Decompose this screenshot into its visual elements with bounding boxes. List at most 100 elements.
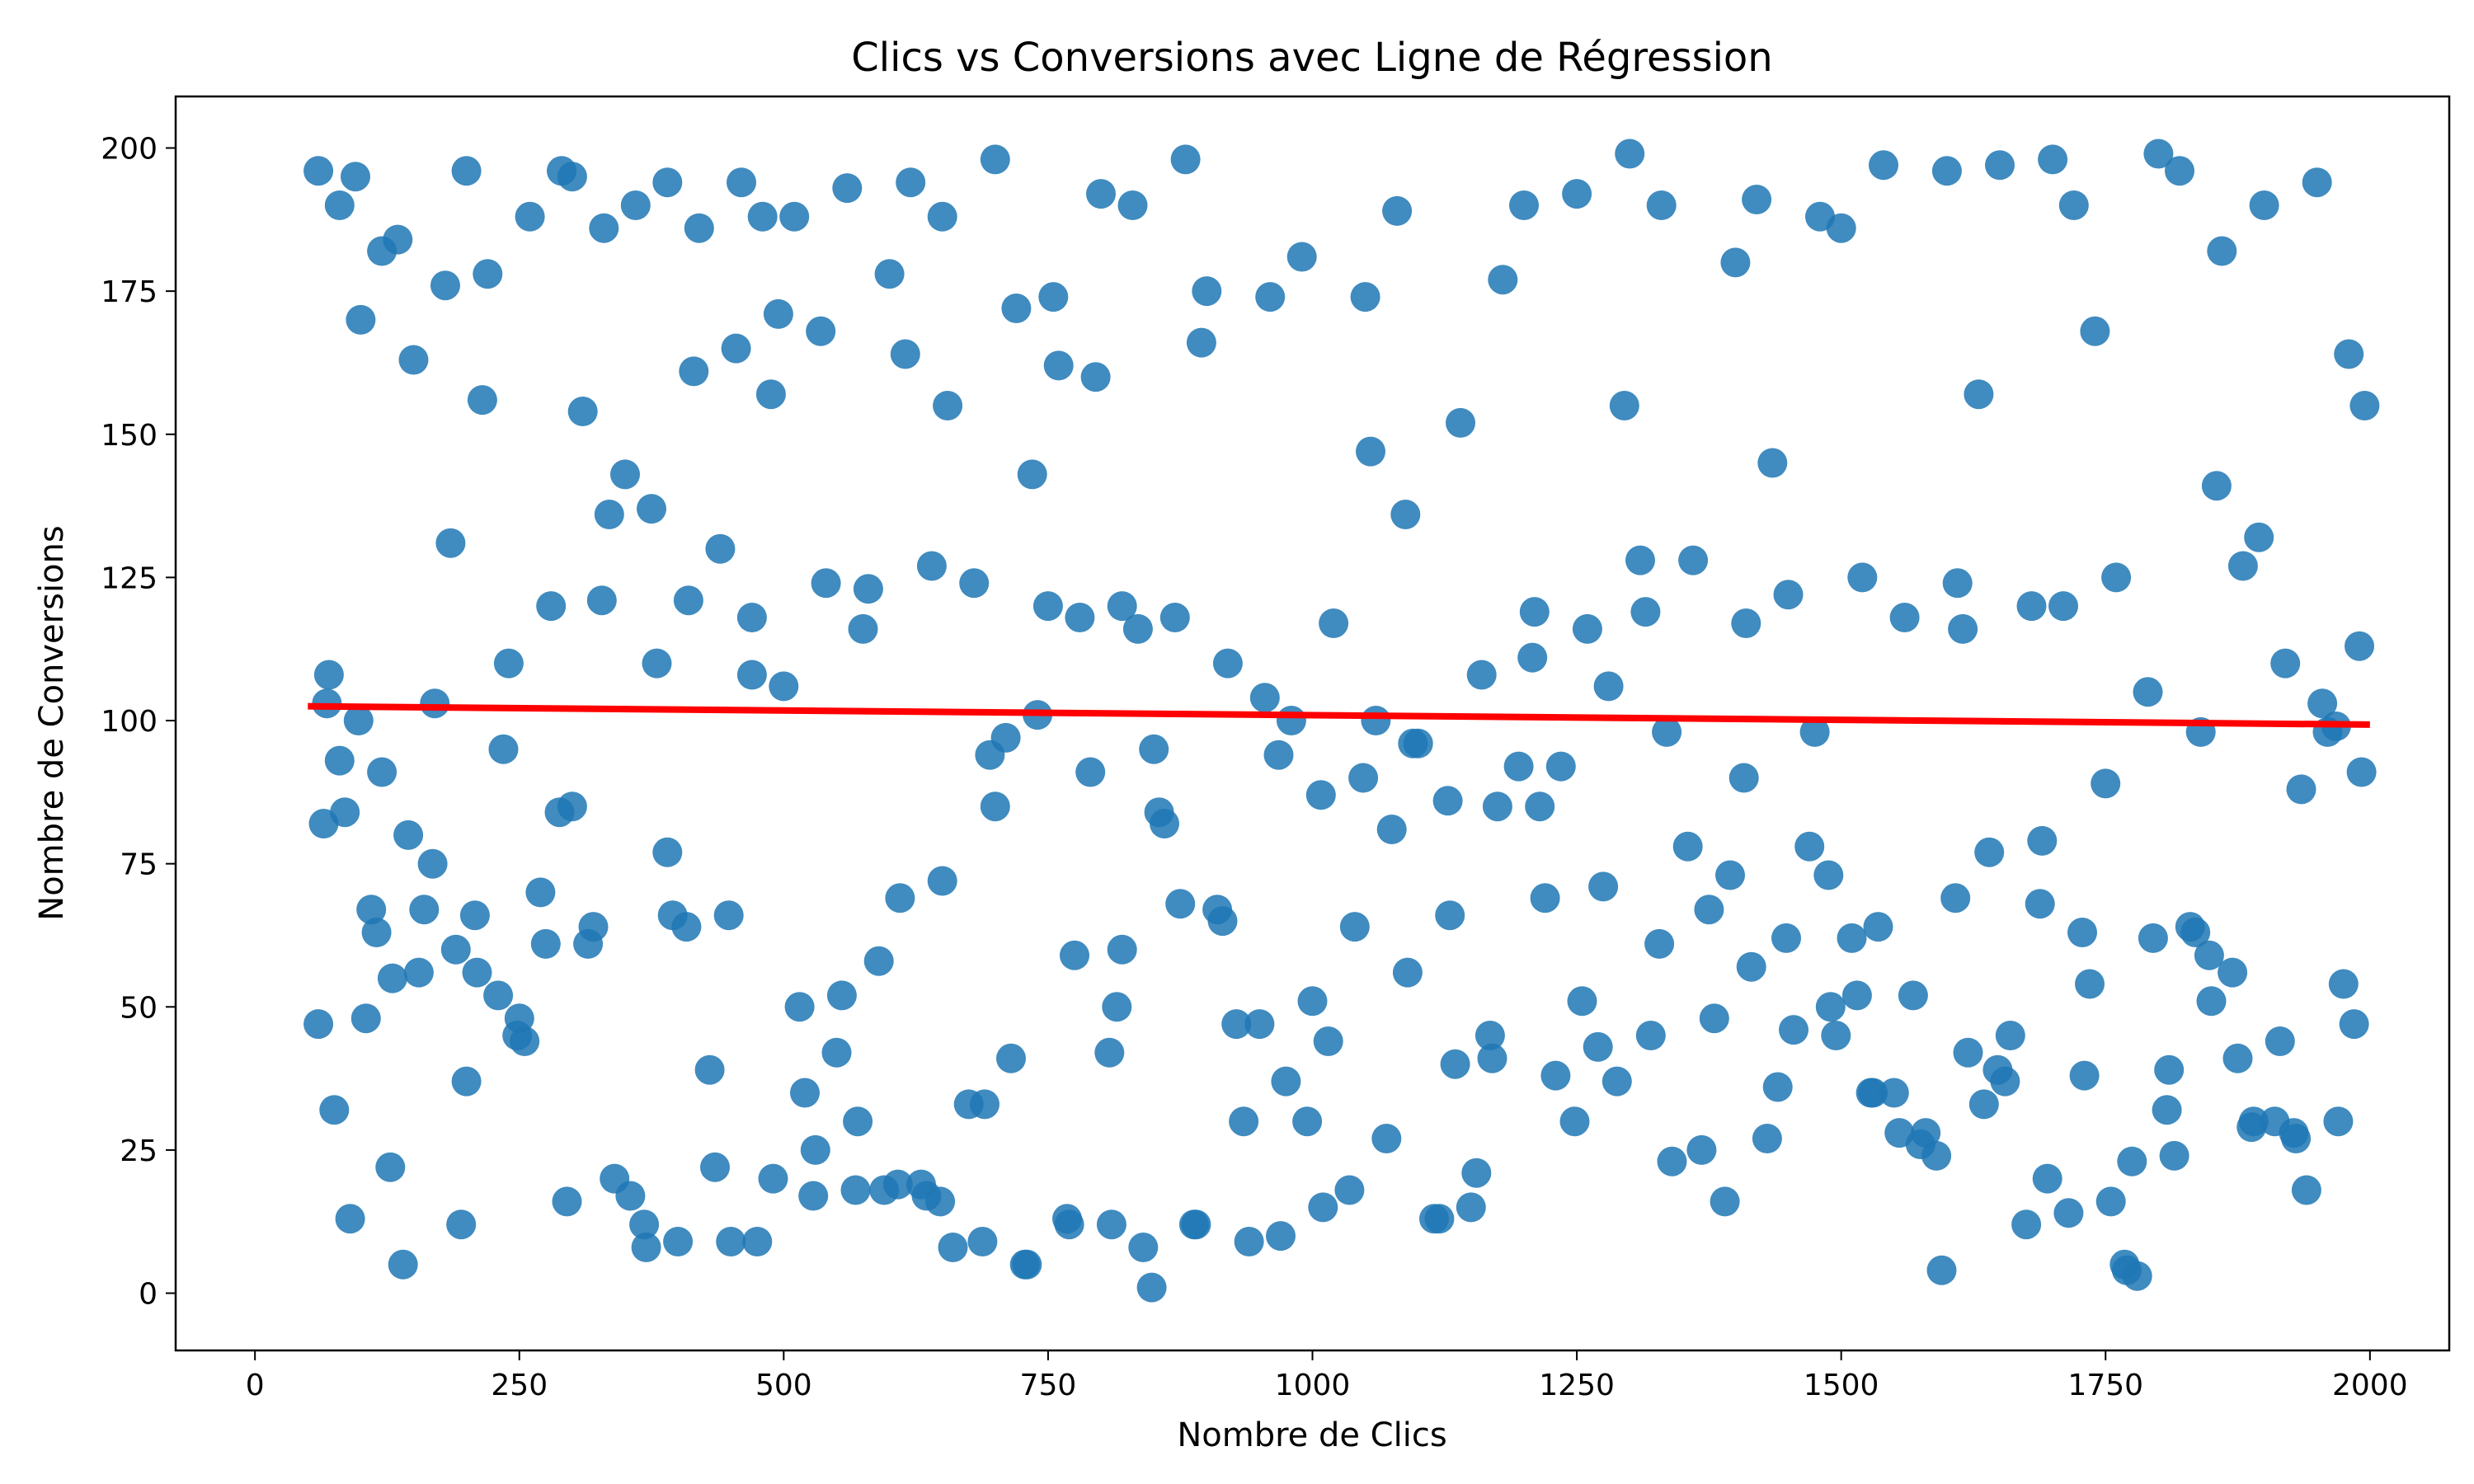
data-point	[586, 585, 617, 616]
data-point	[927, 201, 957, 232]
x-tick-label: 250	[491, 1369, 548, 1402]
data-point	[2058, 190, 2089, 220]
y-tick-label: 100	[101, 705, 158, 739]
data-point	[1080, 362, 1111, 392]
data-point	[863, 946, 894, 976]
data-point	[398, 345, 429, 375]
data-point	[1898, 980, 1928, 1011]
data-point	[1186, 327, 1216, 358]
data-point	[488, 734, 519, 764]
data-point	[1390, 500, 1421, 529]
data-point	[2048, 591, 2078, 622]
data-point	[1609, 391, 1639, 420]
data-point	[420, 688, 450, 719]
data-point	[1588, 871, 1619, 902]
data-point	[1964, 379, 1994, 410]
data-point	[594, 500, 624, 529]
data-point	[694, 1054, 725, 1085]
data-point	[1212, 648, 1243, 679]
data-point	[573, 928, 604, 959]
data-point	[1567, 986, 1597, 1017]
data-point	[679, 356, 709, 387]
data-point	[1646, 190, 1677, 220]
data-point	[1926, 1255, 1957, 1285]
data-point	[1263, 740, 1294, 770]
data-point	[1440, 1049, 1470, 1079]
data-point	[959, 568, 990, 599]
data-point	[1813, 860, 1844, 890]
data-point	[713, 900, 744, 931]
data-point	[1509, 190, 1539, 220]
data-point	[1779, 1015, 1808, 1045]
data-point	[375, 1152, 406, 1182]
data-point	[821, 1037, 852, 1068]
data-point	[742, 1227, 773, 1256]
data-point	[1475, 1021, 1505, 1050]
data-point	[853, 574, 883, 604]
data-point	[1435, 900, 1465, 931]
data-point	[515, 201, 545, 232]
data-point	[927, 866, 957, 896]
data-point	[620, 190, 651, 220]
x-tick-label: 0	[246, 1369, 265, 1402]
data-point	[1847, 562, 1878, 593]
data-point	[1572, 613, 1602, 644]
data-point	[1625, 545, 1655, 575]
data-point	[657, 900, 688, 931]
data-point	[1593, 671, 1624, 702]
data-point	[652, 837, 683, 867]
data-point	[1229, 1106, 1259, 1137]
data-point	[1519, 597, 1550, 627]
y-tick-label: 125	[101, 561, 158, 595]
data-point	[727, 167, 756, 198]
data-point	[536, 591, 567, 622]
data-point	[1678, 545, 1709, 575]
data-point	[1297, 986, 1328, 1017]
x-tick-label: 1500	[1804, 1369, 1879, 1402]
data-point	[1752, 1124, 1782, 1153]
data-point	[2201, 471, 2232, 501]
data-point	[779, 201, 810, 232]
data-point	[1826, 213, 1856, 243]
data-point	[763, 298, 793, 329]
data-point	[806, 316, 836, 346]
data-point	[637, 494, 666, 524]
data-point	[1715, 860, 1745, 890]
data-point	[1339, 912, 1370, 942]
data-point	[430, 270, 460, 301]
data-point	[2218, 957, 2248, 988]
data-point	[2165, 156, 2194, 186]
data-point	[1602, 1066, 1632, 1097]
data-point	[1234, 1227, 1264, 1256]
data-point	[1107, 591, 1137, 622]
data-point	[1525, 791, 1555, 822]
data-point	[938, 1233, 968, 1262]
data-point	[1856, 1078, 1886, 1108]
data-point	[530, 928, 561, 959]
data-point	[615, 1181, 646, 1211]
data-point	[2302, 167, 2332, 198]
data-point	[1729, 763, 1759, 793]
data-point	[346, 304, 376, 335]
data-point	[1319, 608, 1349, 638]
data-point	[2095, 1186, 2126, 1217]
data-point	[2227, 551, 2258, 581]
data-point	[629, 1209, 660, 1240]
y-tick-label: 50	[120, 991, 158, 1025]
data-point	[459, 900, 490, 931]
regression-line	[308, 702, 2370, 728]
data-point	[1583, 1031, 1613, 1062]
data-point	[1672, 831, 1703, 862]
data-point	[440, 934, 471, 965]
data-point	[1017, 459, 1047, 490]
data-point	[1244, 1009, 1275, 1040]
data-point	[1503, 751, 1534, 782]
data-point	[1292, 1106, 1323, 1137]
data-point	[769, 671, 799, 702]
y-axis-label: Nombre de Conversions	[33, 525, 71, 920]
data-point	[1102, 992, 1132, 1022]
data-point	[2265, 1026, 2295, 1056]
data-point	[2101, 562, 2132, 593]
